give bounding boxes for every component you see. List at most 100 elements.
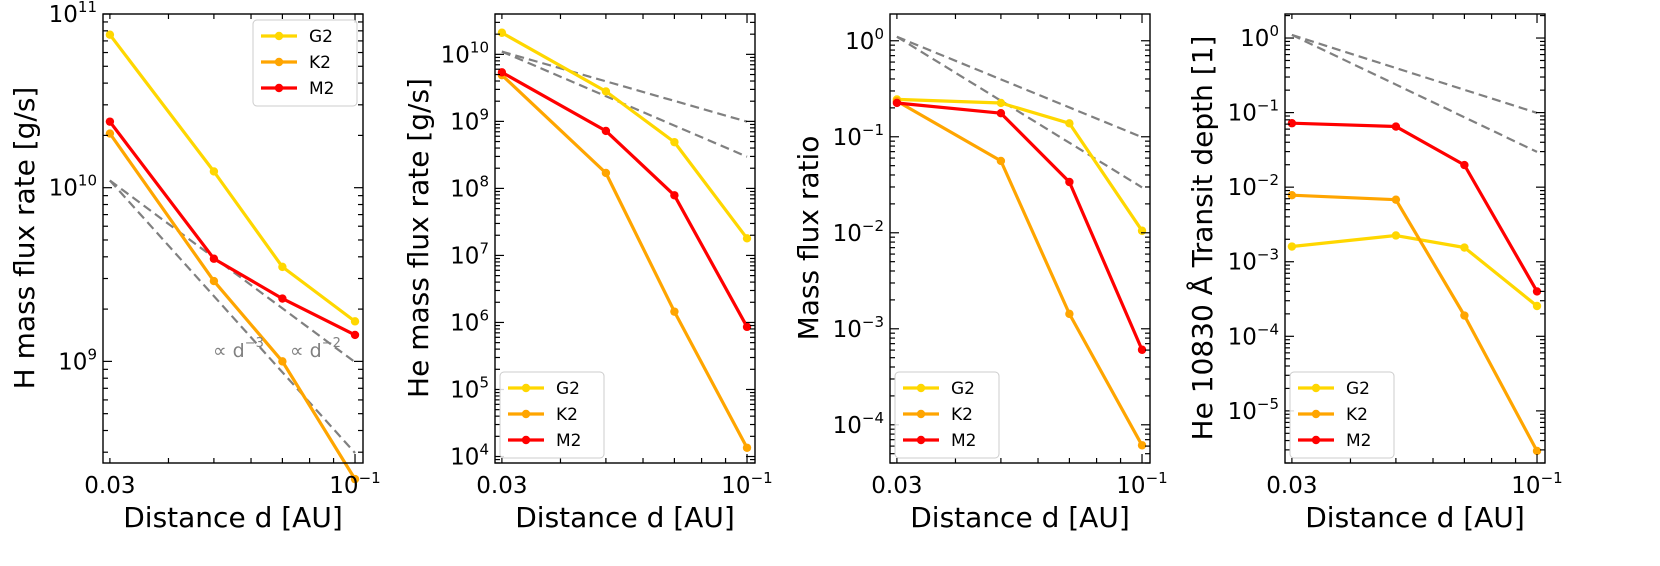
legend-label-m2: M2 [1346, 431, 1371, 451]
data-point-m2-4 [742, 322, 752, 332]
legend: G2 K2 M2 [1289, 371, 1395, 459]
legend-marker-k2 [1311, 409, 1321, 419]
axes-frame [889, 13, 1151, 464]
data-point-k2-3 [278, 357, 287, 366]
data-point-g2-4 [1137, 226, 1147, 235]
reference-line-2 [109, 179, 356, 364]
axes-frame [102, 13, 364, 464]
y-tick-label: 10−4 [1228, 320, 1279, 350]
reference-line-1 [896, 35, 1143, 189]
series-line-m2 [108, 120, 356, 337]
data-point-k2-3 [1065, 309, 1074, 319]
x-tick-label: 0.03 [1266, 473, 1317, 499]
data-point-m2-1 [892, 98, 902, 108]
x-tick-label: 0.03 [871, 473, 922, 499]
x-tick-label: 10−1 [1511, 469, 1562, 499]
data-point-m2-2 [601, 126, 611, 136]
y-tick-label: 108 [450, 172, 489, 202]
y-tick-label: 109 [58, 345, 97, 375]
data-point-m2-3 [1460, 160, 1469, 170]
data-point-m2-3 [278, 294, 287, 303]
data-point-g2-3 [670, 137, 679, 147]
series-line-k2 [896, 99, 1144, 447]
reference-line-2 [1291, 33, 1538, 114]
y-tick-label: 100 [1240, 22, 1279, 52]
data-point-k2-1 [1287, 191, 1297, 200]
legend-label-g2: G2 [1346, 379, 1370, 399]
y-tick-label: 1010 [49, 172, 97, 202]
data-point-g2-1 [105, 30, 115, 39]
series-line-k2 [1291, 193, 1539, 452]
y-tick-label: 10−2 [833, 217, 884, 247]
x-tick-label: 10−1 [1116, 469, 1167, 499]
data-point-m2-2 [996, 108, 1006, 118]
legend-label-m2: M2 [556, 431, 581, 451]
series-line-g2 [1291, 233, 1539, 308]
legend-marker-g2 [1311, 383, 1321, 393]
legend-marker-k2 [916, 409, 926, 419]
data-point-m2-1 [105, 117, 115, 126]
reference-line-2 [896, 35, 1143, 139]
y-tick-label: 109 [450, 105, 489, 135]
data-point-g2-3 [1460, 243, 1469, 252]
legend-marker-m2 [916, 435, 926, 445]
reference-line-1 [109, 179, 356, 454]
x-axis-title: Distance d [AU] [1305, 501, 1525, 534]
data-point-m2-3 [1065, 177, 1074, 187]
axes-frame [1284, 13, 1546, 464]
data-point-g2-1 [1287, 242, 1297, 251]
series-line-k2 [108, 132, 357, 480]
series-line-m2 [501, 70, 749, 328]
data-point-g2-2 [1391, 231, 1401, 240]
y-tick-label: 100 [845, 25, 884, 55]
data-point-g2-2 [996, 98, 1006, 108]
x-tick-label: 0.03 [476, 473, 527, 499]
data-point-g2-3 [1065, 119, 1074, 128]
data-point-g2-4 [1532, 301, 1542, 311]
series-line-g2 [108, 33, 356, 323]
x-tick-label: 10−1 [721, 469, 772, 499]
legend: G2 K2 M2 [894, 371, 1000, 459]
data-point-k2-2 [1391, 195, 1401, 204]
data-point-g2-4 [742, 234, 752, 243]
legend-marker-g2 [916, 383, 926, 393]
data-point-g2-4 [350, 317, 360, 326]
data-point-k2-4 [1532, 446, 1542, 456]
series-line-g2 [896, 97, 1144, 232]
data-point-g2-3 [278, 262, 287, 272]
series-line-m2 [896, 101, 1144, 351]
legend-marker-m2 [274, 83, 284, 93]
y-tick-label: 10−1 [833, 121, 884, 151]
y-tick-label: 10−1 [1228, 97, 1279, 127]
x-axis-title: Distance d [AU] [515, 501, 735, 534]
data-point-m2-4 [350, 330, 360, 340]
data-point-k2-1 [105, 129, 115, 138]
series-line-m2 [1291, 121, 1539, 293]
data-point-g2-1 [497, 28, 507, 37]
data-point-m2-3 [670, 191, 679, 200]
legend-label-k2: K2 [556, 405, 578, 425]
data-point-g2-2 [601, 87, 611, 96]
x-axis-title: Distance d [AU] [123, 501, 343, 534]
legend-marker-m2 [521, 435, 531, 445]
y-tick-label: 10−5 [1228, 395, 1279, 425]
axes-frame [494, 13, 756, 464]
slope-annotation: ∝ d−3 [213, 336, 264, 362]
data-point-k2-2 [996, 156, 1006, 166]
x-tick-label: 0.03 [84, 473, 135, 499]
data-point-k2-3 [670, 307, 679, 316]
y-axis-title: He mass flux rate [g/s] [402, 78, 435, 398]
data-point-k2-4 [1137, 441, 1147, 450]
data-point-k2-4 [742, 443, 752, 452]
y-tick-label: 1010 [441, 38, 489, 68]
data-point-m2-1 [1287, 119, 1297, 128]
data-point-m2-2 [1391, 122, 1401, 131]
legend-label-k2: K2 [1346, 405, 1368, 425]
data-point-m2-2 [209, 254, 219, 263]
legend-label-k2: K2 [951, 405, 973, 425]
slope-annotation: ∝ d−2 [290, 336, 341, 362]
